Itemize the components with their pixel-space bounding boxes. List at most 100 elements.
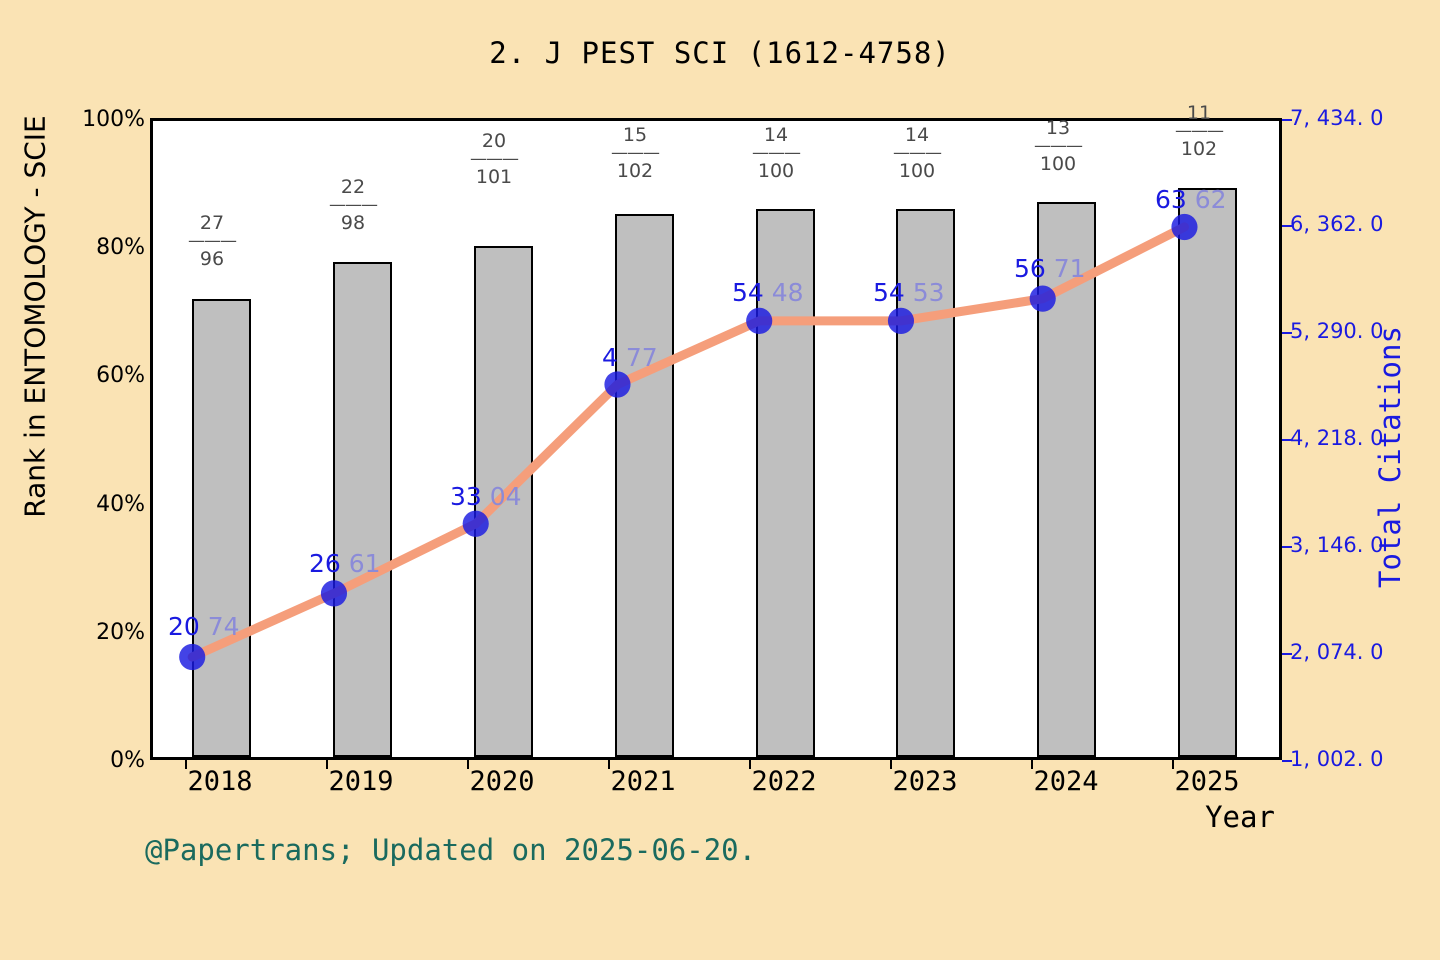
citation-label-2022-head: 54 <box>732 278 764 307</box>
y-axis-right-tick-7434: 7, 434. 0 <box>1290 106 1384 130</box>
citation-label-2022: 54 48 <box>732 278 804 307</box>
bar-2025 <box>1178 188 1237 757</box>
fraction-divider-2019: ——— <box>329 195 378 215</box>
citation-label-tail: 71 <box>1053 254 1086 283</box>
citations-markers <box>179 213 1198 671</box>
y-axis-right-tick-2074: 2, 074. 0 <box>1290 640 1384 664</box>
x-minor-tick-6 <box>1031 760 1033 769</box>
y-axis-right-tick-4218: 4, 218. 0 <box>1290 426 1384 450</box>
bar-2021 <box>615 213 674 757</box>
rank-denominator-2019: 98 <box>340 212 366 234</box>
bar-2018 <box>192 299 251 757</box>
rank-fraction-2023: 14 ——— 100 <box>872 125 962 182</box>
rank-fraction-2018: 27 ——— 96 <box>167 213 257 270</box>
x-axis-tick-2024: 2024 <box>1033 766 1099 797</box>
tick-mark-right-1 <box>1282 653 1292 655</box>
x-axis-tick-2021: 2021 <box>610 766 676 797</box>
tick-mark-right-4 <box>1282 332 1292 334</box>
fraction-divider-2022: ——— <box>752 143 801 163</box>
citation-label-2019-head: 26 <box>309 549 341 578</box>
x-minor-tick-1 <box>326 760 328 769</box>
x-axis-tick-2020: 2020 <box>469 766 535 797</box>
citation-label-2023-head: 54 <box>873 278 905 307</box>
bar-2022 <box>756 208 815 757</box>
fraction-divider-2024: ——— <box>1034 136 1083 156</box>
x-minor-tick-0 <box>185 760 187 769</box>
rank-denominator-2020: 101 <box>475 166 513 188</box>
x-axis-tick-2025: 2025 <box>1174 766 1240 797</box>
bar-2023 <box>896 208 955 757</box>
x-axis-tick-2018: 2018 <box>187 766 253 797</box>
rank-fraction-2024: 13 ——— 100 <box>1013 118 1103 175</box>
y-axis-left-tick-100: 100% <box>82 107 145 132</box>
citation-label-2020-head: 33 <box>450 482 482 511</box>
tick-mark-right-2 <box>1282 546 1292 548</box>
rank-numerator-2023: 14 <box>904 124 930 146</box>
x-minor-tick-2 <box>467 760 469 769</box>
tick-mark-right-0 <box>1282 760 1292 762</box>
bar-2019 <box>333 262 392 757</box>
citation-label-2025: 63 62 <box>1155 185 1227 214</box>
x-axis-tick-2019: 2019 <box>328 766 394 797</box>
citation-label-2025-head: 63 <box>1155 185 1187 214</box>
rank-numerator-2019: 22 <box>340 176 366 198</box>
y-axis-right-tick-3146: 3, 146. 0 <box>1290 533 1384 557</box>
citation-label-tail: 61 <box>348 549 381 578</box>
footer-note: @Papertrans; Updated on 2025-06-20. <box>145 833 757 867</box>
rank-denominator-2024: 100 <box>1039 153 1077 175</box>
rank-numerator-2025: 11 <box>1186 102 1212 124</box>
y-axis-left-tick-40: 40% <box>96 492 145 517</box>
citation-label-2024-head: 56 <box>1014 254 1046 283</box>
y-axis-right-tick-5290: 5, 290. 0 <box>1290 319 1384 343</box>
citations-line <box>187 222 1189 662</box>
x-minor-tick-5 <box>890 760 892 769</box>
rank-numerator-2024: 13 <box>1045 117 1071 139</box>
rank-numerator-2022: 14 <box>763 124 789 146</box>
citation-label-2023: 54 53 <box>873 278 945 307</box>
citations-line-chart <box>179 213 1198 671</box>
citation-label-tail: 53 <box>912 278 945 307</box>
citation-label-2018-head: 20 <box>168 612 200 641</box>
citation-label-2021-head: 4 <box>602 343 618 372</box>
citation-label-2018: 20 74 <box>168 612 240 641</box>
plot-area <box>150 118 1282 760</box>
rank-fraction-2022: 14 ——— 100 <box>731 125 821 182</box>
citation-label-2019: 26 61 <box>309 549 381 578</box>
citation-label-2021: 4 77 <box>602 343 658 372</box>
rank-fraction-2021: 15 ——— 102 <box>590 125 680 182</box>
citation-label-tail: 04 <box>489 482 522 511</box>
citation-label-tail: 74 <box>207 612 240 641</box>
fraction-divider-2021: ——— <box>611 143 660 163</box>
y-axis-left-tick-60: 60% <box>96 363 145 388</box>
y-axis-right-tick-1002: 1, 002. 0 <box>1290 747 1384 771</box>
x-minor-tick-3 <box>608 760 610 769</box>
y-axis-right-tick-6362: 6, 362. 0 <box>1290 212 1384 236</box>
citation-label-2024: 56 71 <box>1014 254 1086 283</box>
citation-label-tail: 77 <box>625 343 658 372</box>
tick-mark-right-3 <box>1282 439 1292 441</box>
x-axis-title: Year <box>1205 800 1275 834</box>
chart-title: 2. J PEST SCI (1612-4758) <box>489 36 951 70</box>
y-axis-left-tick-0: 0% <box>110 748 145 773</box>
tick-mark-right-5 <box>1282 225 1292 227</box>
x-minor-tick-7 <box>1172 760 1174 769</box>
citation-label-tail: 62 <box>1194 185 1227 214</box>
y-axis-left-tick-20: 20% <box>96 620 145 645</box>
rank-fraction-2019: 22 ——— 98 <box>308 177 398 234</box>
fraction-divider-2023: ——— <box>893 143 942 163</box>
citation-label-2020: 33 04 <box>450 482 522 511</box>
rank-denominator-2018: 96 <box>199 248 225 270</box>
citation-label-tail: 48 <box>771 278 804 307</box>
rank-denominator-2025: 102 <box>1180 138 1218 160</box>
rank-denominator-2021: 102 <box>616 160 654 182</box>
rank-numerator-2020: 20 <box>481 130 507 152</box>
tick-mark-right-6 <box>1282 119 1292 121</box>
rank-denominator-2023: 100 <box>898 160 936 182</box>
fraction-divider-2020: ——— <box>470 149 519 169</box>
y-axis-left-title: Rank in ENTOMOLOGY - SCIE <box>18 115 52 518</box>
x-axis-tick-2023: 2023 <box>892 766 958 797</box>
rank-numerator-2021: 15 <box>622 124 648 146</box>
y-axis-right-title: Total Citations <box>1373 326 1407 588</box>
x-minor-tick-4 <box>749 760 751 769</box>
